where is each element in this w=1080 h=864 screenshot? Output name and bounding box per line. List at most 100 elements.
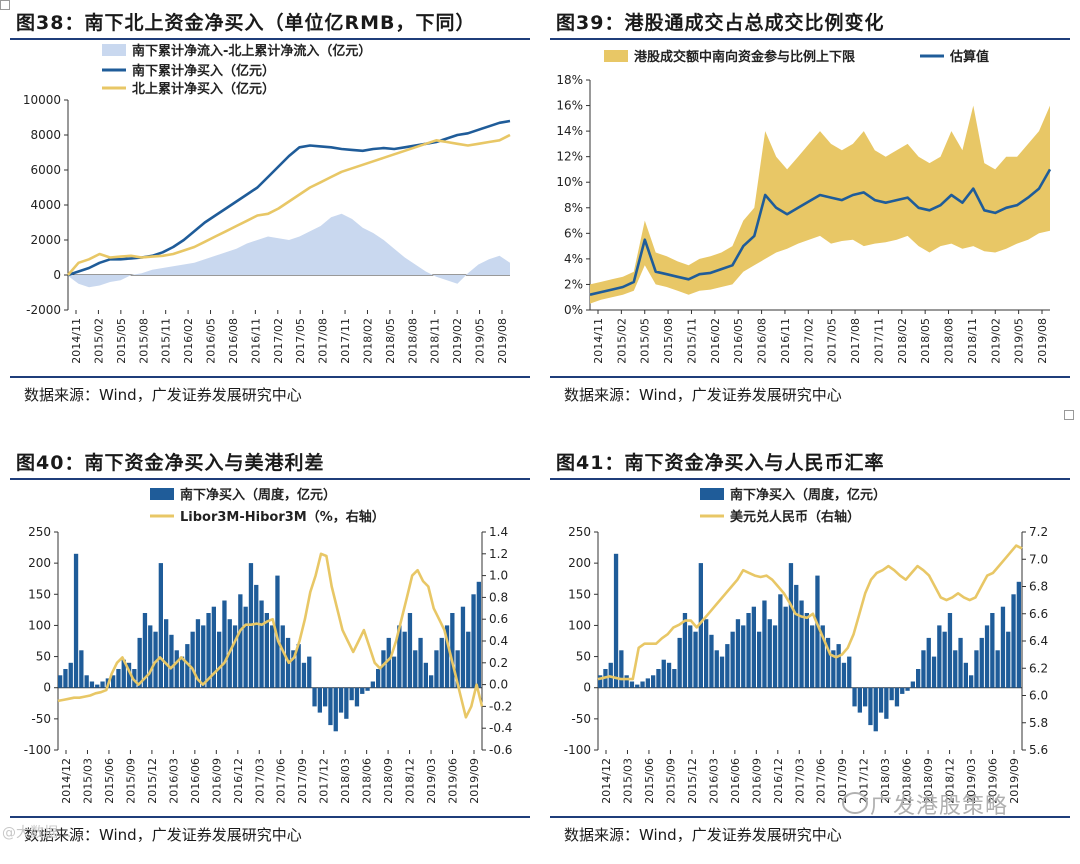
- x-tick-label: 2018/11: [966, 318, 979, 364]
- bar: [815, 575, 820, 688]
- x-tick-label: 2015/08: [137, 318, 150, 364]
- x-tick-label: 2019/02: [989, 318, 1002, 364]
- x-tick-label: 2019/05: [474, 318, 487, 364]
- x-tick-label: 2015/12: [686, 758, 699, 804]
- x-tick-label: 2016/11: [249, 318, 262, 364]
- title-rule: [550, 38, 1070, 40]
- x-tick-label: 2015/09: [664, 758, 677, 804]
- x-tick-label: 2016/06: [189, 758, 202, 804]
- x-tick-label: 2019/06: [987, 758, 1000, 804]
- x-tick-label: 2019/08: [496, 318, 509, 364]
- series-line: [589, 168, 1052, 296]
- bar: [1006, 631, 1011, 688]
- x-tick-label: 2016/06: [729, 758, 742, 804]
- series-line: [57, 552, 484, 719]
- bar: [666, 662, 672, 688]
- x-tick-label: 2015/08: [662, 318, 675, 364]
- bar: [783, 606, 788, 688]
- bar: [794, 584, 799, 688]
- chart-fig39: 0% 2% 4% 6% 8% 10% 12% 14% 16% 18% 2014/11 2015/02 2…: [556, 49, 1052, 364]
- y-tick-label: 10%: [556, 175, 583, 189]
- x-tick-label: 2016/12: [772, 758, 785, 804]
- x-tick-label: 2018/09: [922, 758, 935, 804]
- bar: [195, 619, 201, 688]
- bar: [810, 625, 815, 688]
- x-tick-label: 2019/03: [965, 758, 978, 804]
- bar: [148, 625, 153, 688]
- x-tick-label: 2015/03: [81, 758, 94, 804]
- source-note: 数据来源：Wind，广发证券发展研究中心: [24, 826, 302, 844]
- y-tick-label: -100: [24, 743, 51, 757]
- bar: [730, 631, 735, 688]
- bar: [714, 650, 719, 688]
- y2-tick-label: 0.8: [489, 590, 508, 604]
- bar: [116, 669, 121, 688]
- bar: [95, 684, 100, 688]
- panel-fig40: 图40：南下资金净买入与美港利差 -100 -50 0 50 100 150 200 250-…: [10, 444, 530, 864]
- bar: [963, 662, 968, 688]
- bar: [413, 650, 418, 688]
- bar: [788, 563, 794, 688]
- y-tick-label: 0%: [564, 303, 583, 317]
- y2-tick-label: 0.6: [489, 612, 508, 626]
- bar: [58, 675, 63, 688]
- bar: [190, 631, 195, 688]
- title-rule: [550, 478, 1070, 480]
- x-tick-label: 2016/05: [732, 318, 745, 364]
- x-tick-label: 2015/05: [639, 318, 652, 364]
- bar: [476, 581, 481, 688]
- bar: [841, 662, 847, 688]
- series-band: [590, 105, 1050, 304]
- x-tick-label: 2018/05: [919, 318, 932, 364]
- bar: [820, 625, 825, 688]
- y-tick-label: 50: [36, 650, 51, 664]
- bar: [232, 625, 238, 688]
- y2-tick-label: 6.8: [1029, 580, 1048, 594]
- bar: [455, 650, 460, 688]
- y-tick-label: -50: [571, 712, 591, 726]
- bar: [656, 669, 661, 688]
- bar: [217, 631, 222, 688]
- y-tick-label: 50: [576, 650, 591, 664]
- bar: [863, 687, 868, 707]
- x-tick-label: 2017/09: [296, 758, 309, 804]
- bar: [905, 687, 910, 691]
- x-tick-label: 2014/11: [592, 318, 605, 364]
- y-tick-label: 2%: [564, 277, 583, 291]
- bar: [407, 613, 413, 688]
- y2-tick-label: 1.2: [489, 547, 508, 561]
- x-tick-label: 2015/11: [685, 318, 698, 364]
- x-tick-label: 2017/03: [253, 758, 266, 804]
- bar: [270, 625, 275, 688]
- bar: [158, 563, 163, 688]
- y-tick-label: 6000: [30, 163, 61, 177]
- bar: [79, 650, 84, 688]
- bar: [344, 687, 349, 719]
- bar: [847, 656, 852, 688]
- x-tick-label: 2018/05: [384, 318, 397, 364]
- bar: [259, 600, 264, 688]
- bar: [349, 687, 354, 701]
- bar: [778, 594, 783, 688]
- bar: [439, 637, 444, 688]
- corner-marker: [1064, 410, 1074, 420]
- y-tick-label: 200: [568, 556, 591, 570]
- watermark: 广发港股策略: [870, 794, 1009, 819]
- legend-swatch: [150, 488, 174, 500]
- bar: [100, 681, 105, 688]
- y-tick-label: 200: [28, 556, 51, 570]
- bar: [360, 687, 365, 694]
- x-tick-label: 2015/09: [124, 758, 137, 804]
- bar: [640, 681, 645, 688]
- bar: [688, 625, 693, 688]
- x-tick-label: 2015/06: [643, 758, 656, 804]
- bar: [466, 631, 471, 688]
- bar: [243, 606, 248, 688]
- bar: [958, 637, 963, 688]
- bar: [884, 687, 889, 719]
- bar: [89, 681, 95, 688]
- x-tick-label: 2018/02: [896, 318, 909, 364]
- bar: [174, 650, 179, 688]
- y2-tick-label: 7.0: [1029, 552, 1048, 566]
- bar: [391, 656, 397, 688]
